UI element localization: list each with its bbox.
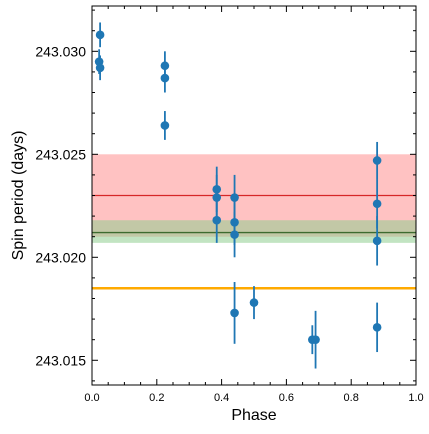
point-marker (372, 156, 382, 165)
point-marker (230, 308, 239, 318)
point-marker (95, 30, 105, 40)
y-tick-label: 243.015 (35, 352, 86, 368)
y-tick-label: 243.020 (35, 249, 86, 265)
band-green (92, 220, 416, 243)
point-marker (372, 323, 382, 332)
data-point-12 (230, 282, 239, 344)
data-point-13 (249, 286, 259, 320)
data-point-5 (160, 111, 170, 140)
point-marker (372, 199, 382, 209)
point-marker (311, 335, 320, 344)
point-marker (249, 298, 259, 307)
point-marker (95, 63, 105, 73)
points-layer (94, 22, 382, 369)
x-tick-label: 0.2 (149, 392, 164, 404)
data-point-8 (212, 197, 222, 243)
x-tick-label: 0.8 (344, 392, 359, 404)
axes-layer: 0.0 0.2 0.4 0.6 0.8 1.0 243.015 243.020 243.025 2… (35, 5, 424, 404)
x-axis-label: Phase (231, 407, 276, 424)
y-tick-label: 243.030 (35, 43, 86, 59)
point-marker (160, 73, 170, 83)
x-tick-label: 0.0 (84, 392, 99, 404)
data-point-15 (311, 310, 320, 369)
data-point-18 (372, 216, 382, 266)
point-marker (230, 193, 239, 202)
data-point-0 (95, 22, 105, 48)
y-axis-label: Spin period (days) (10, 131, 27, 261)
bands-layer (92, 154, 416, 243)
point-marker (160, 121, 170, 130)
x-tick-label: 0.6 (279, 392, 294, 404)
data-point-11 (230, 211, 239, 258)
data-point-2 (95, 55, 105, 81)
data-point-16 (372, 141, 382, 180)
y-tick-label: 243.025 (35, 146, 86, 162)
data-point-19 (372, 302, 382, 353)
point-marker (230, 230, 239, 239)
point-marker (372, 236, 382, 246)
point-marker (212, 215, 222, 225)
x-tick-label: 1.0 (408, 392, 423, 404)
x-tick-label: 0.4 (214, 392, 229, 404)
data-point-4 (160, 63, 170, 93)
